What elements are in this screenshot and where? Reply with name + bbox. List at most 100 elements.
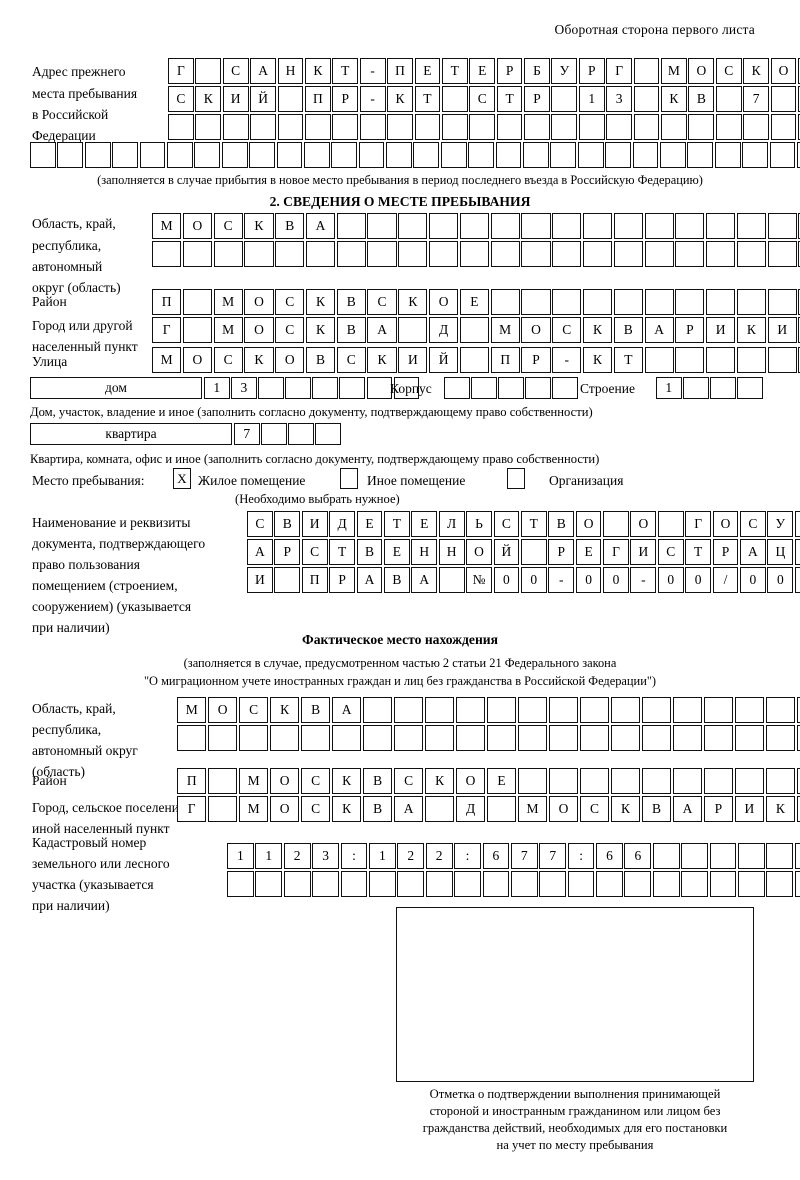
section2-region-row-1-cell-5[interactable]: В bbox=[275, 213, 305, 239]
prev-address-row-2-cell-15[interactable] bbox=[551, 86, 578, 112]
document-row-3-cell-4[interactable]: Р bbox=[329, 567, 355, 593]
prev-address-row-1-cell-12[interactable]: Е bbox=[469, 58, 496, 84]
actual-district-row-cell-21[interactable] bbox=[796, 768, 800, 794]
section2-region-row-2-cell-9[interactable] bbox=[398, 241, 428, 267]
section2-city-row-cell-13[interactable]: О bbox=[521, 317, 551, 343]
house-number-cells-cell-1[interactable]: 1 bbox=[204, 377, 230, 399]
actual-region-row-1-cell-3[interactable]: С bbox=[238, 697, 269, 723]
stroenie-cells-cell-2[interactable] bbox=[683, 377, 709, 399]
stay-type-checkbox-residential[interactable]: X bbox=[173, 468, 191, 489]
actual-region-row-1-cell-20[interactable] bbox=[765, 697, 796, 723]
actual-region-row-1-cell-17[interactable] bbox=[672, 697, 703, 723]
actual-district-row-cell-18[interactable] bbox=[703, 768, 734, 794]
cadastral-row-1-cell-8[interactable]: 2 bbox=[425, 843, 453, 869]
prev-address-row-1-cell-20[interactable]: О bbox=[688, 58, 715, 84]
actual-region-row-2-cell-2[interactable] bbox=[207, 725, 238, 751]
prev-address-row-4-cell-23[interactable] bbox=[632, 142, 659, 168]
document-row-2-cell-7[interactable]: Н bbox=[411, 539, 438, 565]
document-row-1-cell-15[interactable]: О bbox=[630, 511, 657, 537]
actual-city-row-cell-18[interactable]: Р bbox=[703, 796, 734, 822]
section2-region-row-2-cell-17[interactable] bbox=[644, 241, 674, 267]
prev-address-row-2-cell-23[interactable] bbox=[770, 86, 797, 112]
section2-city-row-cell-22[interactable] bbox=[798, 317, 800, 343]
section2-street-row-cell-2[interactable]: О bbox=[182, 347, 212, 373]
document-row-2-cell-19[interactable]: А bbox=[740, 539, 766, 565]
section2-region-row-2-cell-2[interactable] bbox=[182, 241, 212, 267]
prev-address-row-1-cell-5[interactable]: Н bbox=[277, 58, 304, 84]
section2-district-row-cell-17[interactable] bbox=[644, 289, 674, 315]
section2-region-row-2-cell-3[interactable] bbox=[213, 241, 243, 267]
section2-street-row-cell-8[interactable]: К bbox=[367, 347, 397, 373]
actual-city-row-cell-13[interactable]: О bbox=[548, 796, 579, 822]
actual-city-row-cell-14[interactable]: С bbox=[579, 796, 610, 822]
actual-district-row-cell-20[interactable] bbox=[765, 768, 796, 794]
actual-district-row-cell-1[interactable]: П bbox=[177, 768, 207, 794]
section2-region-row-2-cell-4[interactable] bbox=[244, 241, 274, 267]
document-row-2-cell-15[interactable]: И bbox=[630, 539, 657, 565]
prev-address-row-3-cell-9[interactable] bbox=[387, 114, 413, 140]
cadastral-row-2-cell-2[interactable] bbox=[255, 871, 283, 897]
actual-region-row-2-cell-1[interactable] bbox=[177, 725, 207, 751]
document-row-3-cell-6[interactable]: В bbox=[383, 567, 410, 593]
section2-district-row-cell-6[interactable]: К bbox=[305, 289, 336, 315]
section2-city-row-cell-5[interactable]: С bbox=[275, 317, 305, 343]
cadastral-row-2-cell-17[interactable] bbox=[681, 871, 709, 897]
section2-street-row-cell-19[interactable] bbox=[706, 347, 736, 373]
actual-region-row-2-cell-4[interactable] bbox=[269, 725, 300, 751]
section2-city-row-cell-8[interactable]: А bbox=[367, 317, 397, 343]
confirmation-stamp-box[interactable] bbox=[396, 907, 754, 1082]
actual-region-row-1-cell-13[interactable] bbox=[548, 697, 579, 723]
section2-street-row-cell-18[interactable] bbox=[675, 347, 705, 373]
actual-region-row-2-cell-17[interactable] bbox=[672, 725, 703, 751]
prev-address-row-3-cell-17[interactable] bbox=[606, 114, 633, 140]
prev-address-row-1-cell-14[interactable]: Б bbox=[524, 58, 550, 84]
prev-address-row-3-cell-7[interactable] bbox=[332, 114, 359, 140]
document-row-1[interactable]: СВИДЕТЕЛЬСТВООГОСУД bbox=[247, 511, 800, 537]
section2-city-row-cell-19[interactable]: И bbox=[706, 317, 736, 343]
section2-district-row-cell-8[interactable]: С bbox=[367, 289, 397, 315]
section2-street-row-cell-16[interactable]: Т bbox=[613, 347, 643, 373]
korpus-cells-cell-2[interactable] bbox=[471, 377, 497, 399]
cadastral-row-1-cell-9[interactable]: : bbox=[454, 843, 481, 869]
actual-region-row-1-cell-1[interactable]: М bbox=[177, 697, 207, 723]
prev-address-row-2-cell-14[interactable]: Р bbox=[524, 86, 550, 112]
prev-address-row-3-cell-5[interactable] bbox=[277, 114, 304, 140]
section2-district-row-cell-18[interactable] bbox=[675, 289, 705, 315]
cadastral-row-1-cell-18[interactable] bbox=[709, 843, 737, 869]
section2-region-row-1-cell-6[interactable]: А bbox=[305, 213, 336, 239]
actual-district-row-cell-8[interactable]: С bbox=[393, 768, 424, 794]
prev-address-row-3-cell-20[interactable] bbox=[688, 114, 715, 140]
section2-street-row-cell-9[interactable]: И bbox=[398, 347, 428, 373]
actual-city-row-cell-11[interactable] bbox=[486, 796, 517, 822]
prev-address-row-4-cell-20[interactable] bbox=[550, 142, 577, 168]
cadastral-row-1-cell-4[interactable]: 3 bbox=[312, 843, 339, 869]
cadastral-row-1-cell-7[interactable]: 2 bbox=[397, 843, 425, 869]
document-row-1-cell-4[interactable]: Д bbox=[329, 511, 355, 537]
document-row-2-cell-2[interactable]: Р bbox=[274, 539, 301, 565]
prev-address-row-4-cell-18[interactable] bbox=[495, 142, 522, 168]
flat-number-cells-cell-4[interactable] bbox=[315, 423, 341, 445]
document-row-2-cell-4[interactable]: Т bbox=[329, 539, 355, 565]
cadastral-row-2-cell-10[interactable] bbox=[482, 871, 510, 897]
actual-region-row-1-cell-15[interactable] bbox=[610, 697, 641, 723]
section2-city-row-cell-17[interactable]: А bbox=[644, 317, 674, 343]
prev-address-row-1-cell-15[interactable]: У bbox=[551, 58, 578, 84]
actual-district-row-cell-5[interactable]: С bbox=[300, 768, 331, 794]
korpus-cells-cell-4[interactable] bbox=[525, 377, 551, 399]
cadastral-row-1-cell-16[interactable] bbox=[652, 843, 680, 869]
prev-address-row-1-cell-3[interactable]: С bbox=[222, 58, 249, 84]
section2-city-row-cell-10[interactable]: Д bbox=[429, 317, 459, 343]
prev-address-row-2-cell-6[interactable]: П bbox=[304, 86, 331, 112]
prev-address-row-2-cell-20[interactable]: В bbox=[688, 86, 715, 112]
cadastral-row-2-cell-20[interactable] bbox=[766, 871, 794, 897]
prev-address-row-1-cell-17[interactable]: Г bbox=[606, 58, 633, 84]
prev-address-row-4-cell-1[interactable] bbox=[30, 142, 56, 168]
flat-number-cells-cell-2[interactable] bbox=[261, 423, 287, 445]
actual-city-row-cell-3[interactable]: М bbox=[238, 796, 269, 822]
section2-region-row-1-cell-22[interactable] bbox=[798, 213, 800, 239]
actual-district-row-cell-4[interactable]: О bbox=[269, 768, 300, 794]
prev-address-row-3-cell-23[interactable] bbox=[770, 114, 797, 140]
cadastral-row-1-cell-19[interactable] bbox=[738, 843, 765, 869]
